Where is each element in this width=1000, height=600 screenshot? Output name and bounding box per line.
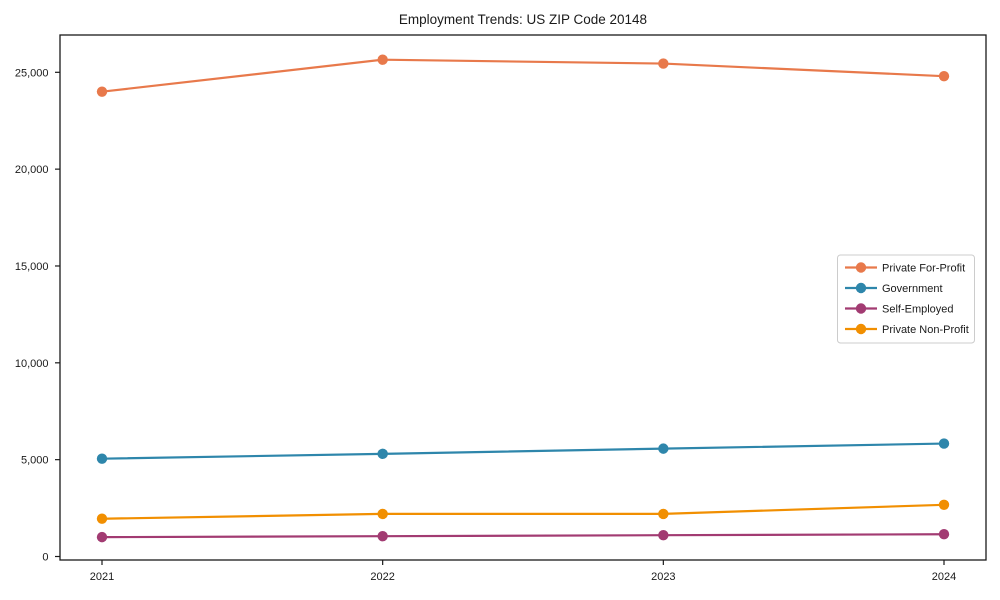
data-point-government-2022 bbox=[377, 448, 388, 460]
y-tick-label: 25,000 bbox=[15, 67, 49, 79]
data-point-self-employed-2023 bbox=[658, 529, 669, 541]
x-tick-label: 2021 bbox=[90, 571, 114, 583]
data-point-private-non-profit-2023 bbox=[658, 508, 669, 520]
data-point-private-non-profit-2022 bbox=[377, 508, 388, 520]
legend-marker-dot bbox=[855, 303, 867, 314]
x-tick-label: 2023 bbox=[651, 571, 675, 583]
legend: Private For-Profit Government Self-Employe… bbox=[837, 254, 975, 344]
data-point-self-employed-2024 bbox=[938, 529, 950, 540]
series-line-self-employed bbox=[100, 533, 946, 539]
legend-marker-dot bbox=[855, 323, 867, 335]
chart-title: Employment Trends: US ZIP Code 20148 bbox=[399, 12, 647, 27]
data-point-private-for-profit-2022 bbox=[377, 54, 388, 65]
y-tick-label: 10,000 bbox=[15, 358, 49, 370]
legend-label: Private For-Profit bbox=[882, 263, 965, 275]
data-point-government-2023 bbox=[658, 443, 669, 454]
data-point-private-non-profit-2021 bbox=[96, 513, 108, 524]
legend-box bbox=[837, 254, 975, 344]
legend-label: Private Non-Profit bbox=[882, 324, 969, 336]
series-government bbox=[96, 438, 950, 464]
y-tick-label: 20,000 bbox=[15, 164, 49, 176]
axes-layer: 0 5,000 10,000 15,000 20,000 25,000 2021 2022 20… bbox=[15, 34, 987, 583]
data-point-private-non-profit-2024 bbox=[938, 499, 950, 510]
series-line-private-non-profit bbox=[100, 503, 946, 520]
legend-item-private-non-profit: Private Non-Profit bbox=[845, 323, 969, 336]
legend-label: Self-Employed bbox=[882, 304, 954, 316]
legend-item-self-employed: Self-Employed bbox=[845, 303, 954, 316]
series-private-for-profit bbox=[96, 54, 950, 97]
data-point-self-employed-2022 bbox=[377, 530, 388, 542]
data-point-private-for-profit-2023 bbox=[658, 58, 669, 69]
legend-item-government: Government bbox=[845, 282, 943, 295]
y-tick-label: 5,000 bbox=[21, 455, 49, 467]
legend-item-private-for-profit: Private For-Profit bbox=[845, 262, 965, 275]
series-layer bbox=[96, 54, 950, 543]
legend-marker-dot bbox=[855, 262, 867, 273]
legend-marker-dot bbox=[855, 282, 867, 294]
series-line-private-for-profit bbox=[100, 58, 946, 93]
series-private-non-profit bbox=[96, 499, 950, 524]
data-point-government-2024 bbox=[938, 438, 950, 449]
data-point-private-for-profit-2024 bbox=[938, 70, 950, 82]
y-tick-label: 15,000 bbox=[15, 261, 49, 273]
x-tick-label: 2024 bbox=[932, 571, 956, 583]
data-point-government-2021 bbox=[96, 453, 108, 464]
series-self-employed bbox=[96, 529, 950, 543]
data-point-private-for-profit-2021 bbox=[96, 86, 108, 97]
plot-border bbox=[59, 34, 987, 561]
legend-label: Government bbox=[882, 283, 943, 295]
y-tick-label: 0 bbox=[42, 552, 48, 564]
data-point-self-employed-2021 bbox=[96, 531, 108, 543]
series-line-government bbox=[100, 442, 946, 460]
x-tick-label: 2022 bbox=[370, 571, 394, 583]
